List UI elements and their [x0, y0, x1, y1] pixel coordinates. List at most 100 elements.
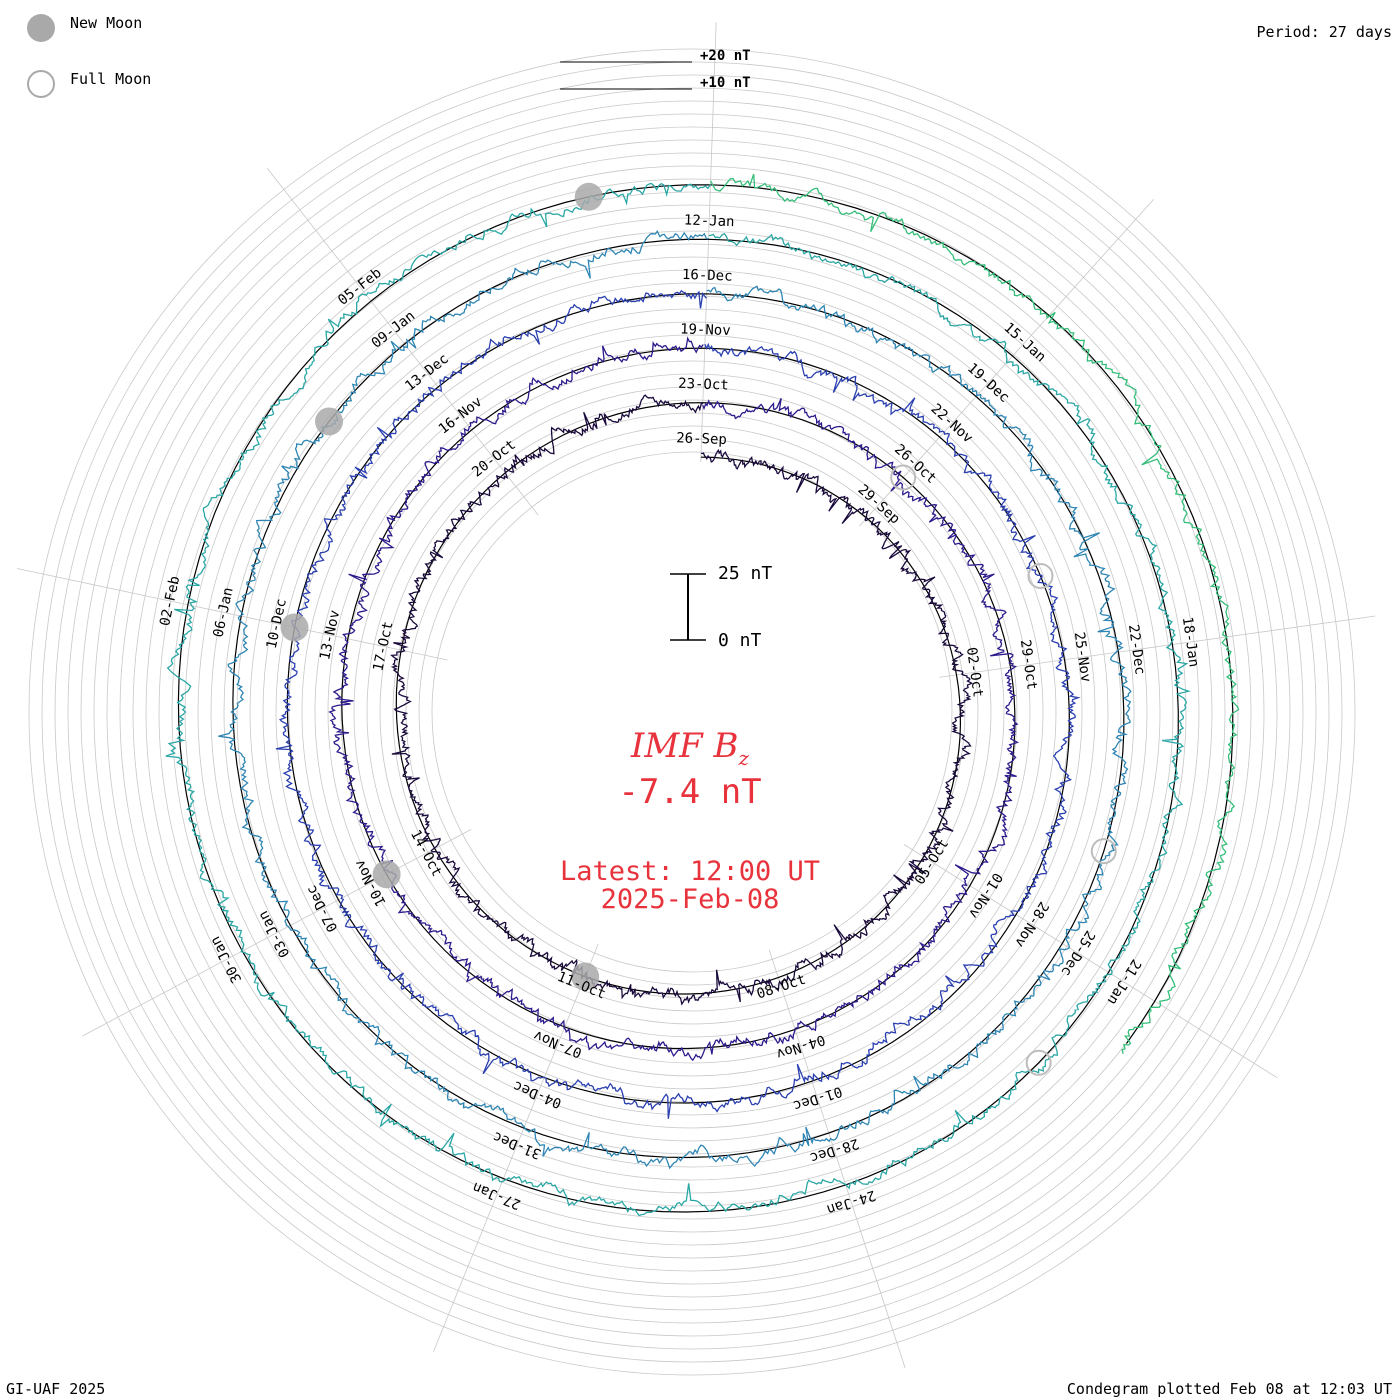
date-label: 27-Jan [470, 1178, 523, 1212]
grid-ring [366, 386, 1018, 1038]
grid-ring [184, 204, 1200, 1220]
date-label: 28-Nov [1011, 898, 1051, 949]
bz-trace-series [165, 173, 1240, 1217]
date-label: 25-Dec [1057, 927, 1097, 978]
new-moon-legend-icon [27, 14, 55, 42]
grid-ring [171, 191, 1213, 1233]
date-spoke [939, 615, 1376, 678]
new-moon-marker [280, 613, 309, 642]
grid-ring [301, 321, 1083, 1103]
current-value: -7.4 nT [618, 772, 762, 812]
date-spoke [82, 828, 472, 1037]
date-spoke [266, 167, 539, 516]
date-spoke [768, 949, 906, 1369]
scale-bar [670, 573, 706, 641]
grid-ring [314, 334, 1070, 1090]
grid-ring [54, 74, 1330, 1350]
date-label: 17-Oct [370, 620, 396, 673]
scale-bar-bottom-label: 0 nT [718, 630, 762, 651]
amplitude-ticks [560, 61, 692, 90]
date-label: 25-Nov [1071, 631, 1094, 683]
grid-ring [262, 282, 1122, 1142]
bz-trace-cycle [165, 182, 1192, 1217]
bz-trace-cycle [390, 394, 974, 1006]
grid-ring [132, 152, 1252, 1272]
grid-ring [80, 100, 1304, 1324]
date-label: 06-Jan [211, 586, 237, 639]
quantity-title: IMF Bz [630, 726, 750, 770]
date-label: 01-Nov [965, 870, 1005, 921]
full-moon-marker [1025, 1049, 1052, 1076]
full-moon-marker [1090, 838, 1117, 865]
grid-ring [93, 113, 1291, 1311]
grid-ring [418, 438, 966, 986]
date-label: 18-Jan [1179, 616, 1202, 668]
grid-ring [340, 360, 1044, 1064]
new-moon-marker [372, 860, 401, 889]
grid-ring [158, 178, 1226, 1246]
credit-label: GI-UAF 2025 [6, 1380, 106, 1398]
date-label: 21-Jan [1104, 956, 1144, 1007]
date-spoke [433, 943, 599, 1352]
date-label: 24-Jan [825, 1187, 878, 1218]
bz-trace-cycle [710, 173, 1240, 1054]
grid-ring [210, 230, 1174, 1194]
full-moon-marker [1027, 562, 1054, 589]
date-spoke [903, 844, 1278, 1079]
new-moon-legend-label: New Moon [70, 14, 143, 32]
bz-trace-cycle [275, 289, 1081, 1119]
full-moon-legend-icon [27, 70, 55, 98]
date-label: 05-Oct [912, 836, 952, 887]
grid-ring [223, 243, 1161, 1181]
grid-rings [28, 48, 1356, 1376]
date-label: 12-Jan [684, 212, 735, 230]
grid-ring [353, 373, 1031, 1051]
new-moon-marker [315, 407, 344, 436]
date-label: 19-Nov [680, 321, 731, 339]
date-label: 14-Oct [407, 827, 445, 879]
new-moon-marker [571, 962, 600, 991]
grid-ring [197, 217, 1187, 1207]
date-label: 22-Dec [1125, 623, 1148, 675]
date-label: 29-Oct [1017, 639, 1040, 691]
latest-date-line: 2025-Feb-08 [600, 884, 780, 915]
grid-ring [288, 308, 1096, 1116]
new-moon-marker [574, 182, 603, 211]
date-label: 02-Oct [963, 646, 986, 698]
date-label: 02-Feb [157, 575, 183, 628]
date-label: 07-Dec [304, 882, 342, 934]
date-spoke [700, 22, 717, 463]
moon-markers [280, 182, 1117, 1076]
latest-time: Latest: 12:00 UT 2025-Feb-08 [500, 858, 880, 914]
period-label: Period: 27 days [1256, 23, 1392, 41]
amplitude-label-20: +20 nT [700, 48, 751, 64]
date-label: 13-Dec [402, 351, 452, 395]
plotted-timestamp: Condegram plotted Feb 08 at 12:03 UT [1066, 1380, 1392, 1398]
date-label: 26-Sep [676, 430, 727, 448]
grid-ring [145, 165, 1239, 1259]
grid-ring [28, 48, 1356, 1376]
date-spoke [17, 568, 448, 661]
full-moon-marker [890, 464, 917, 491]
bz-trace-cycle [328, 336, 1020, 1062]
bz-trace-cycle [218, 230, 1132, 1170]
grid-ring [431, 451, 953, 973]
grid-ring [379, 399, 1005, 1025]
date-spokes [17, 22, 1376, 1369]
date-label: 04-Nov [774, 1031, 827, 1062]
date-label: 07-Nov [531, 1027, 584, 1061]
grid-ring [236, 256, 1148, 1168]
date-label: 16-Dec [682, 267, 733, 285]
date-label: 23-Oct [678, 376, 729, 394]
amplitude-label-10: +10 nT [700, 75, 751, 91]
grid-ring [392, 412, 992, 1012]
grid-ring [119, 139, 1265, 1285]
latest-time-line: Latest: 12:00 UT [559, 856, 821, 887]
date-label: 29-Sep [855, 482, 903, 528]
date-label: 05-Feb [335, 265, 385, 309]
full-moon-legend-label: Full Moon [70, 70, 152, 88]
grid-ring [106, 126, 1278, 1298]
grid-ring [67, 87, 1317, 1337]
scale-bar-top-label: 25 nT [718, 563, 773, 584]
